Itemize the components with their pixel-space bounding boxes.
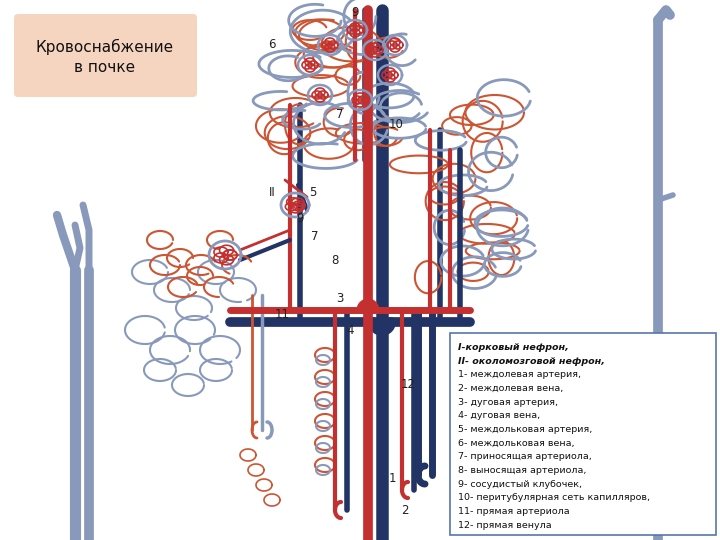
Text: 4- дуговая вена,: 4- дуговая вена,: [458, 411, 540, 420]
Text: 6- междольковая вена,: 6- междольковая вена,: [458, 438, 575, 448]
Text: 11: 11: [274, 308, 289, 321]
Text: 10- перитубулярная сеть капилляров,: 10- перитубулярная сеть капилляров,: [458, 493, 650, 502]
Text: II- околомозговой нефрон,: II- околомозговой нефрон,: [458, 356, 605, 366]
Text: 12- прямая венула: 12- прямая венула: [458, 521, 552, 530]
Text: 10: 10: [389, 118, 403, 132]
Text: 7: 7: [336, 109, 343, 122]
Text: 2- междолевая вена,: 2- междолевая вена,: [458, 384, 563, 393]
Text: II: II: [269, 186, 275, 199]
Text: 1- междолевая артерия,: 1- междолевая артерия,: [458, 370, 581, 379]
Text: Кровоснабжение
в почке: Кровоснабжение в почке: [36, 39, 174, 75]
Text: 9: 9: [351, 5, 359, 18]
Text: 5- междольковая артерия,: 5- междольковая артерия,: [458, 425, 593, 434]
Text: 2: 2: [401, 503, 409, 516]
Text: 12: 12: [400, 379, 415, 392]
FancyBboxPatch shape: [450, 333, 716, 535]
Text: 9: 9: [296, 212, 304, 225]
Text: 9- сосудистый клубочек,: 9- сосудистый клубочек,: [458, 480, 582, 489]
Text: 3- дуговая артерия,: 3- дуговая артерия,: [458, 397, 558, 407]
Text: 1: 1: [388, 471, 396, 484]
Text: 8: 8: [331, 253, 338, 267]
Text: 5: 5: [310, 186, 317, 199]
Text: I-корковый нефрон,: I-корковый нефрон,: [458, 343, 569, 352]
Text: 4: 4: [346, 323, 354, 336]
Text: 6: 6: [269, 38, 276, 51]
Text: 7- приносящая артериола,: 7- приносящая артериола,: [458, 452, 592, 461]
Text: 8- выносящая артериола,: 8- выносящая артериола,: [458, 466, 586, 475]
Text: 3: 3: [336, 292, 343, 305]
Text: 7: 7: [311, 231, 319, 244]
FancyBboxPatch shape: [14, 14, 197, 97]
Text: 11- прямая артериола: 11- прямая артериола: [458, 507, 570, 516]
